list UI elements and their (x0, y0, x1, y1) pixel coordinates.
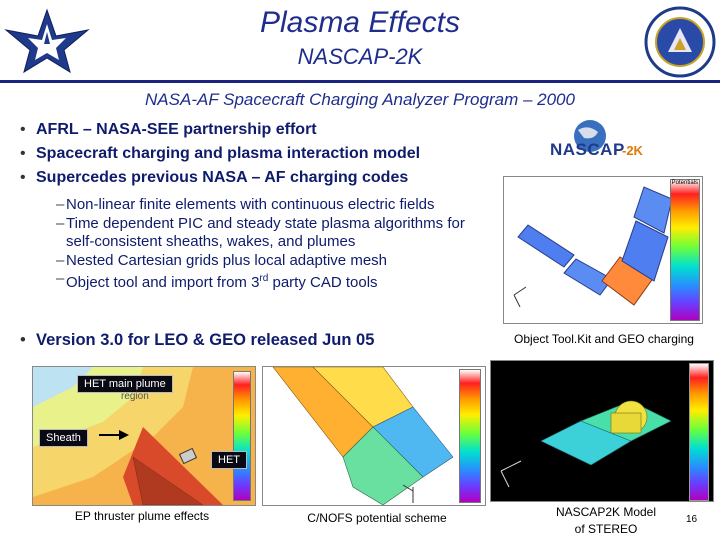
bullet-item-version: • Version 3.0 for LEO & GEO released Jun … (20, 331, 375, 349)
label-het: HET (211, 451, 247, 469)
legend-title: Potentials (671, 180, 698, 186)
cnofs-caption: C/NOFS potential scheme (307, 511, 447, 525)
stereo-image (490, 360, 714, 502)
arrow-icon (99, 430, 129, 440)
stereo-caption-line1: NASCAP2K Model (555, 505, 657, 519)
label-region: region (121, 391, 149, 402)
label-sheath: Sheath (39, 429, 88, 447)
title-divider (0, 80, 720, 83)
geo-charging-image: Potentials (503, 176, 703, 324)
sub-bullet-item: – Time dependent PIC and steady state pla… (56, 214, 465, 251)
potential-legend (689, 363, 709, 501)
potential-legend (670, 179, 700, 321)
bullet-list: • AFRL – NASA-SEE partnership effort • Spa… (18, 118, 498, 293)
sub-bullet-item: – Object tool and import from 3rd party C… (56, 270, 378, 291)
air-force-logo (4, 6, 90, 76)
sub-bullet-item: – Non-linear finite elements with continu… (56, 196, 435, 213)
bullet-item: • AFRL – NASA-SEE partnership effort (20, 121, 317, 138)
nascap-logo: NASCAP -2K (548, 118, 660, 164)
slide-subtitle: NASCAP-2K (297, 44, 423, 69)
potential-legend (459, 369, 481, 503)
slide-title: Plasma Effects (259, 6, 461, 39)
bullet-item: • Spacecraft charging and plasma interact… (20, 145, 421, 162)
geo-caption: Object Tool.Kit and GEO charging (514, 332, 694, 346)
afrl-seal-logo (644, 6, 716, 78)
sub-bullet-item: – Nested Cartesian grids plus local adapt… (56, 251, 387, 269)
ep-caption: EP thruster plume effects (74, 509, 210, 523)
stereo-caption-line2: of STEREO (574, 522, 638, 536)
bullet-item: • Supercedes previous NASA – AF charging … (20, 169, 409, 186)
cnofs-image (262, 366, 486, 506)
label-het-plume: HET main plume (77, 375, 173, 393)
program-title: NASA-AF Spacecraft Charging Analyzer Pro… (145, 90, 575, 109)
ep-thruster-image: HET main plume region Sheath HET (32, 366, 256, 506)
page-number: 16 (686, 514, 698, 525)
